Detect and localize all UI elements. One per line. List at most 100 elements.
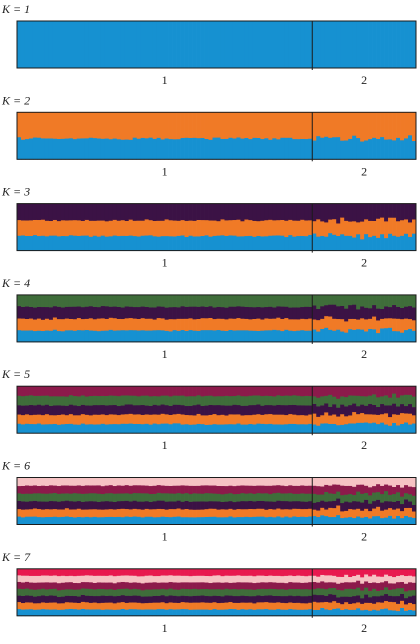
- ancestry-bar-segment: [384, 568, 389, 575]
- ancestry-bar-segment: [48, 609, 54, 617]
- ancestry-bar-segment: [116, 112, 122, 140]
- ancestry-bar-segment: [32, 596, 38, 604]
- ancestry-bar-segment: [252, 220, 257, 237]
- ancestry-bar-segment: [388, 317, 393, 328]
- ancestry-bar-segment: [260, 595, 265, 603]
- ancestry-bar-segment: [308, 306, 313, 319]
- ancestry-bar-segment: [92, 492, 98, 502]
- ancestry-bar-segment: [340, 494, 345, 504]
- ancestry-bar-segment: [200, 235, 205, 251]
- ancestry-bar-segment: [384, 139, 389, 160]
- ancestry-bar-segment: [84, 138, 90, 160]
- ancestry-bar-segment: [316, 203, 321, 220]
- ancestry-bar-segment: [312, 594, 317, 602]
- ancestry-bar-segment: [108, 294, 114, 307]
- ancestry-bar-segment: [148, 589, 154, 597]
- ancestry-bar-segment: [100, 609, 106, 617]
- ancestry-bar-segment: [308, 294, 313, 307]
- ancestry-bar-segment: [380, 396, 385, 405]
- ancestry-bar-segment: [300, 414, 305, 425]
- ancestry-bar-segment: [360, 112, 365, 142]
- ancestry-bar-segment: [340, 582, 345, 591]
- ancestry-bar-segment: [332, 500, 337, 509]
- ancestry-bar-segment: [236, 219, 241, 237]
- ancestry-bar-segment: [112, 21, 118, 69]
- ancestry-bar-segment: [32, 203, 38, 220]
- ancestry-bar-segment: [296, 203, 301, 221]
- ancestry-bar-segment: [304, 318, 309, 331]
- ancestry-bar-segment: [192, 493, 197, 502]
- ancestry-bar-segment: [156, 582, 161, 590]
- ancestry-bar-segment: [92, 609, 98, 617]
- ancestry-bar-segment: [364, 574, 369, 582]
- ancestry-bar-segment: [300, 112, 305, 139]
- ancestry-bar-segment: [404, 386, 409, 395]
- ancestry-bar-segment: [140, 583, 146, 591]
- ancestry-bar-segment: [36, 235, 42, 251]
- ancestry-bar-segment: [356, 491, 361, 502]
- ancestry-bar-segment: [272, 582, 277, 590]
- ancestry-bar-segment: [384, 484, 389, 492]
- ancestry-bar-segment: [276, 424, 281, 434]
- ancestry-bar-segment: [124, 423, 130, 434]
- ancestry-bar-segment: [380, 203, 385, 218]
- ancestry-bar-segment: [300, 386, 305, 397]
- ancestry-bar-segment: [324, 575, 329, 583]
- ancestry-bar-segment: [380, 386, 385, 397]
- ancestry-bar-segment: [72, 138, 78, 160]
- ancestry-bar-segment: [168, 574, 173, 583]
- ancestry-bar-segment: [232, 595, 237, 603]
- ancestry-bar-segment: [100, 493, 106, 502]
- ancestry-bar-segment: [212, 203, 217, 221]
- ancestry-bar-segment: [236, 477, 241, 486]
- ancestry-bar-segment: [124, 508, 130, 517]
- ancestry-bar-segment: [140, 203, 146, 221]
- ancestry-bar-segment: [192, 395, 197, 406]
- ancestry-bar-segment: [148, 414, 154, 425]
- ancestry-bar-segment: [228, 137, 233, 160]
- ancestry-bar-segment: [36, 330, 42, 343]
- ancestry-bar-segment: [108, 582, 114, 590]
- ancestry-bar-segment: [144, 405, 150, 415]
- ancestry-bar-segment: [72, 112, 78, 140]
- ancestry-bar-segment: [108, 112, 114, 140]
- ancestry-bar-segment: [204, 492, 209, 502]
- ancestry-bar-segment: [356, 294, 361, 310]
- ancestry-bar-segment: [17, 423, 22, 434]
- ancestry-bar-segment: [272, 203, 277, 221]
- ancestry-bar-segment: [340, 396, 345, 405]
- ancestry-bar-segment: [300, 609, 305, 617]
- ancestry-bar-segment: [176, 582, 181, 590]
- ancestry-bar-segment: [312, 203, 317, 222]
- ancestry-bar-segment: [88, 203, 94, 221]
- ancestry-bar-segment: [400, 600, 405, 608]
- ancestry-bar-segment: [380, 328, 385, 343]
- ancestry-bar-segment: [316, 386, 321, 398]
- ancestry-bar-segment: [332, 507, 337, 518]
- ancestry-bar-segment: [328, 316, 333, 330]
- ancestry-bar-segment: [376, 477, 381, 485]
- ancestry-bar-segment: [208, 395, 213, 405]
- ancestry-bar-segment: [164, 112, 169, 139]
- ancestry-bar-segment: [184, 485, 189, 494]
- ancestry-bar-segment: [276, 589, 281, 597]
- ancestry-bar-segment: [380, 112, 385, 138]
- ancestry-bar-segment: [344, 396, 349, 407]
- ancestry-bar-segment: [20, 509, 26, 518]
- ancestry-bar-segment: [180, 219, 185, 236]
- ancestry-bar-segment: [116, 477, 122, 486]
- ancestry-bar-segment: [148, 516, 154, 525]
- ancestry-bar-segment: [248, 235, 253, 251]
- ancestry-bar-segment: [264, 477, 269, 486]
- ancestry-bar-segment: [172, 477, 177, 486]
- ancestry-bar-segment: [152, 609, 157, 617]
- ancestry-bar-segment: [84, 396, 90, 406]
- ancestry-bar-segment: [172, 423, 177, 434]
- ancestry-bar-segment: [256, 602, 261, 610]
- ancestry-bar-segment: [180, 608, 185, 617]
- ancestry-bar-segment: [396, 112, 401, 138]
- ancestry-bar-segment: [92, 508, 98, 517]
- ancestry-bar-segment: [64, 485, 70, 494]
- ancestry-bar-segment: [188, 575, 193, 583]
- ancestry-bar-segment: [316, 319, 321, 332]
